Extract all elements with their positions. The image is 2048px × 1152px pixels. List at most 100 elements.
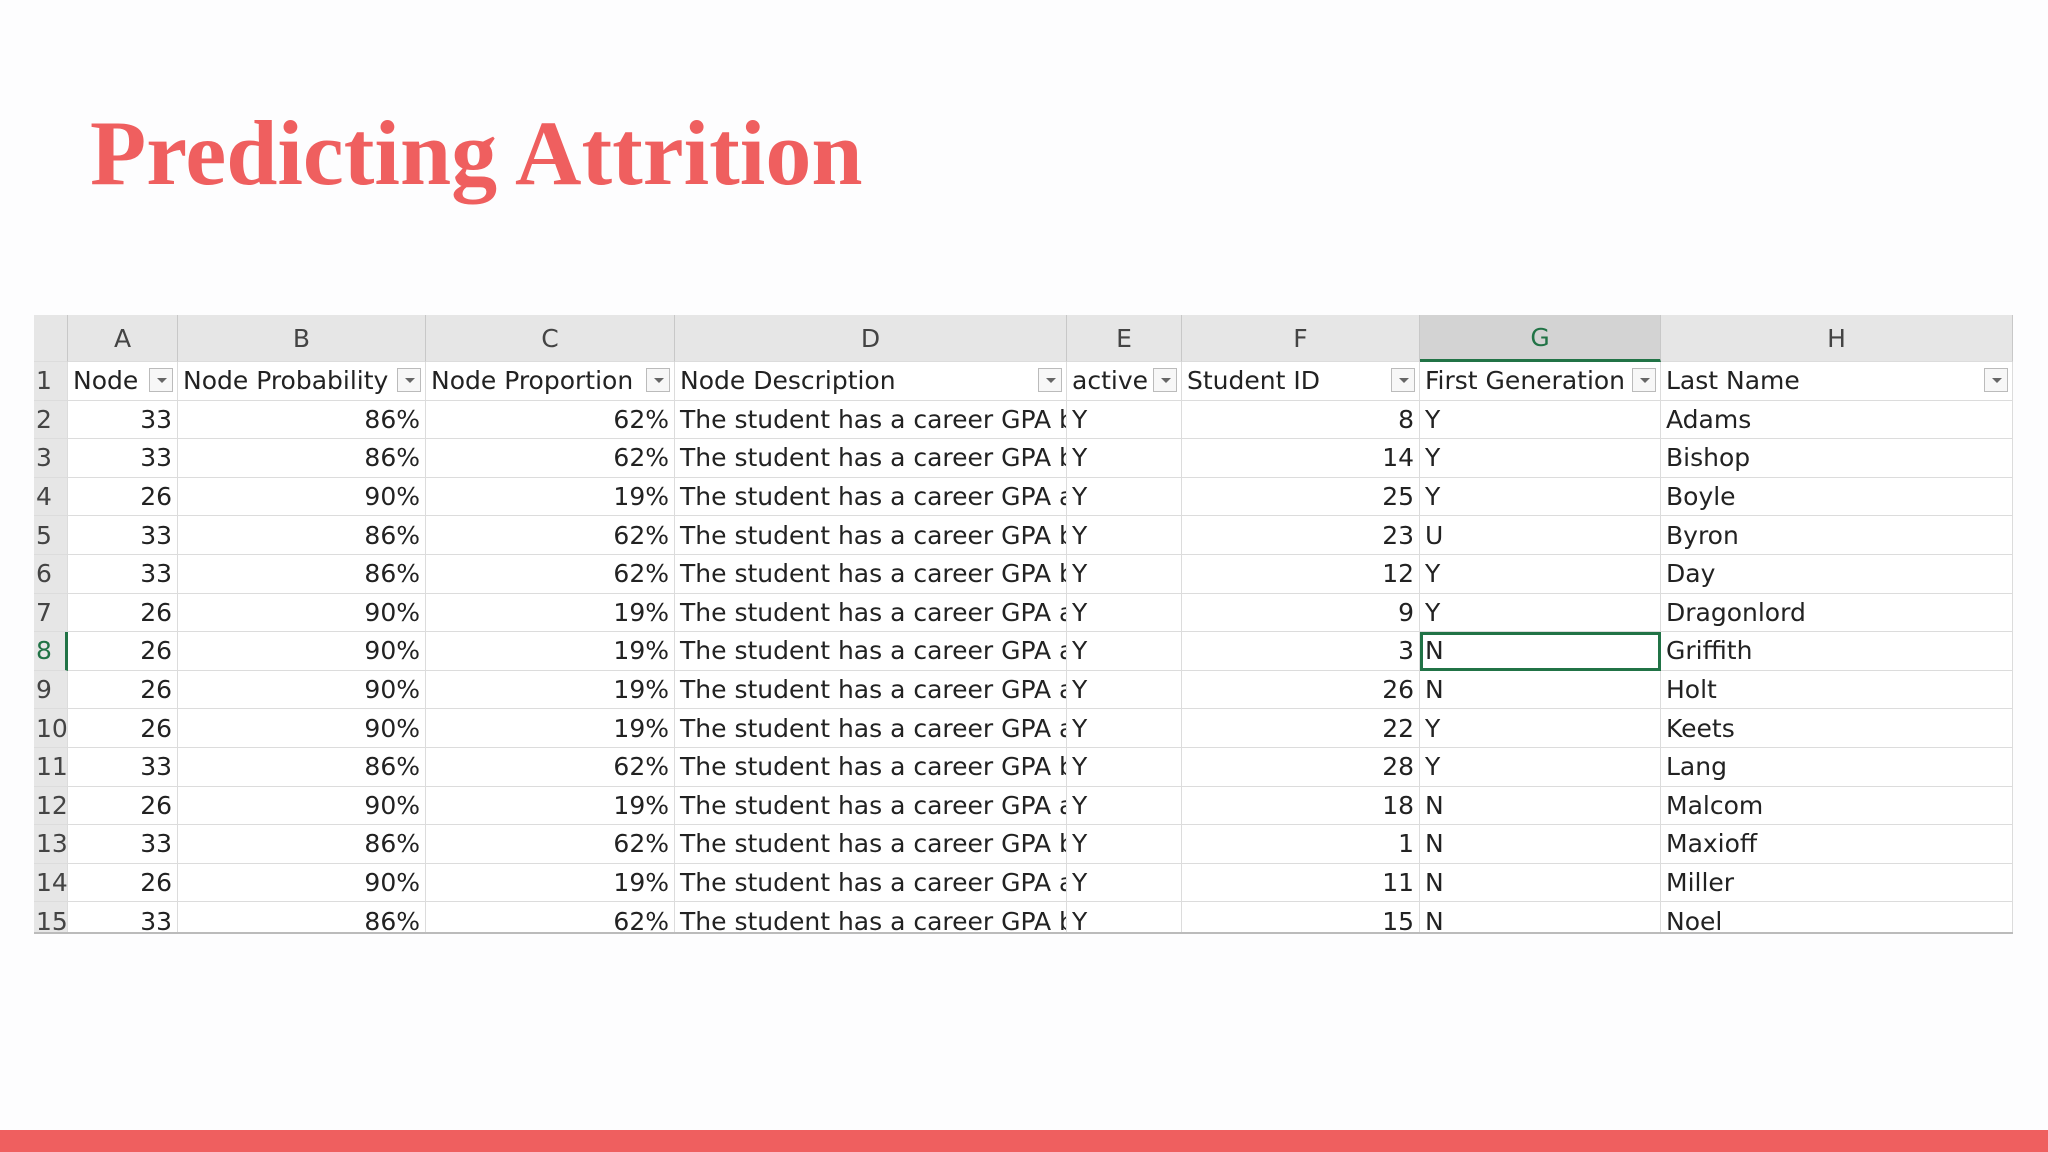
cell: Y <box>1420 400 1661 440</box>
filter-button[interactable] <box>1391 368 1415 392</box>
header-cell: active <box>1067 362 1182 401</box>
cell: 26 <box>1182 670 1420 710</box>
cell: 19% <box>426 477 675 517</box>
cell: Adams <box>1661 400 2013 440</box>
cell: Y <box>1067 748 1182 787</box>
header-cell: Node Description <box>675 362 1067 401</box>
cell: 62% <box>426 400 675 440</box>
cell: 11 <box>1182 863 1420 903</box>
cell: The student has a career GPA be <box>675 555 1067 594</box>
cell: Miller <box>1661 863 2013 903</box>
cell: The student has a career GPA ab <box>675 863 1067 903</box>
cell: Boyle <box>1661 477 2013 517</box>
cell: Y <box>1067 477 1182 517</box>
header-cell: Node Proportion <box>426 362 675 401</box>
cell: 86% <box>178 516 426 555</box>
spreadsheet: A B C D E F G H 1 Node Node Probability Node Propor… <box>34 315 2013 934</box>
cell: 26 <box>68 709 178 748</box>
cell: N <box>1420 863 1661 903</box>
cell: Y <box>1067 863 1182 903</box>
cell: N <box>1420 786 1661 826</box>
cell: Y <box>1067 400 1182 440</box>
header-cell: Node <box>68 362 178 401</box>
cell: 19% <box>426 670 675 710</box>
cell: U <box>1420 516 1661 555</box>
cell: Y <box>1067 632 1182 671</box>
cell: 33 <box>68 748 178 787</box>
select-all <box>34 315 68 362</box>
cell: Malcom <box>1661 786 2013 826</box>
column-letter: E <box>1067 315 1182 362</box>
cell: 15 <box>1182 902 1420 932</box>
filter-button[interactable] <box>149 368 173 392</box>
row-number: 9 <box>34 670 68 710</box>
row-number: 15 <box>34 902 68 932</box>
header-cell: Last Name <box>1661 362 2013 401</box>
cell: 86% <box>178 825 426 864</box>
cell: 62% <box>426 439 675 478</box>
cell: 19% <box>426 786 675 826</box>
cell: 26 <box>68 786 178 826</box>
cell: The student has a career GPA ab <box>675 786 1067 826</box>
filter-button[interactable] <box>1984 368 2008 392</box>
row-number: 11 <box>34 748 68 787</box>
cell: Byron <box>1661 516 2013 555</box>
header-cell: First Generation <box>1420 362 1661 401</box>
cell: Y <box>1067 439 1182 478</box>
cell: 8 <box>1182 400 1420 440</box>
cell: 26 <box>68 632 178 671</box>
cell: 62% <box>426 555 675 594</box>
cell: 25 <box>1182 477 1420 517</box>
cell: 26 <box>68 477 178 517</box>
cell: 23 <box>1182 516 1420 555</box>
cell: 19% <box>426 632 675 671</box>
cell: Y <box>1420 748 1661 787</box>
cell: N <box>1420 632 1661 671</box>
cell: 22 <box>1182 709 1420 748</box>
cell: 90% <box>178 863 426 903</box>
cell: Dragonlord <box>1661 593 2013 633</box>
cell: 62% <box>426 902 675 932</box>
cell: 33 <box>68 516 178 555</box>
cell: Y <box>1067 902 1182 932</box>
cell: Y <box>1067 709 1182 748</box>
cell: 62% <box>426 516 675 555</box>
cell: The student has a career GPA ab <box>675 593 1067 633</box>
row-number: 3 <box>34 439 68 478</box>
cell: 26 <box>68 593 178 633</box>
cell: Y <box>1420 477 1661 517</box>
row-number: 10 <box>34 709 68 748</box>
cell: The student has a career GPA be <box>675 400 1067 440</box>
cell: 86% <box>178 439 426 478</box>
cell: 12 <box>1182 555 1420 594</box>
filter-button[interactable] <box>397 368 421 392</box>
cell: Holt <box>1661 670 2013 710</box>
filter-button[interactable] <box>1038 368 1062 392</box>
row-number: 2 <box>34 400 68 440</box>
cell: 86% <box>178 902 426 932</box>
cell: Y <box>1067 555 1182 594</box>
row-number: 1 <box>34 362 68 401</box>
cell: 90% <box>178 593 426 633</box>
header-cell: Student ID <box>1182 362 1420 401</box>
cell: Y <box>1420 439 1661 478</box>
filter-button[interactable] <box>1153 368 1177 392</box>
column-letter: B <box>178 315 426 362</box>
cell: 18 <box>1182 786 1420 826</box>
row-number: 5 <box>34 516 68 555</box>
cell: Y <box>1067 516 1182 555</box>
cell: N <box>1420 670 1661 710</box>
cell: Y <box>1067 825 1182 864</box>
row-number: 6 <box>34 555 68 594</box>
cell: Griffith <box>1661 632 2013 671</box>
cell: 33 <box>68 825 178 864</box>
cell: The student has a career GPA be <box>675 825 1067 864</box>
cell: 19% <box>426 593 675 633</box>
filter-button[interactable] <box>1632 368 1656 392</box>
cell: Keets <box>1661 709 2013 748</box>
slide-title: Predicting Attrition <box>90 102 863 204</box>
cell: Lang <box>1661 748 2013 787</box>
filter-button[interactable] <box>646 368 670 392</box>
column-letter: G <box>1420 315 1661 362</box>
